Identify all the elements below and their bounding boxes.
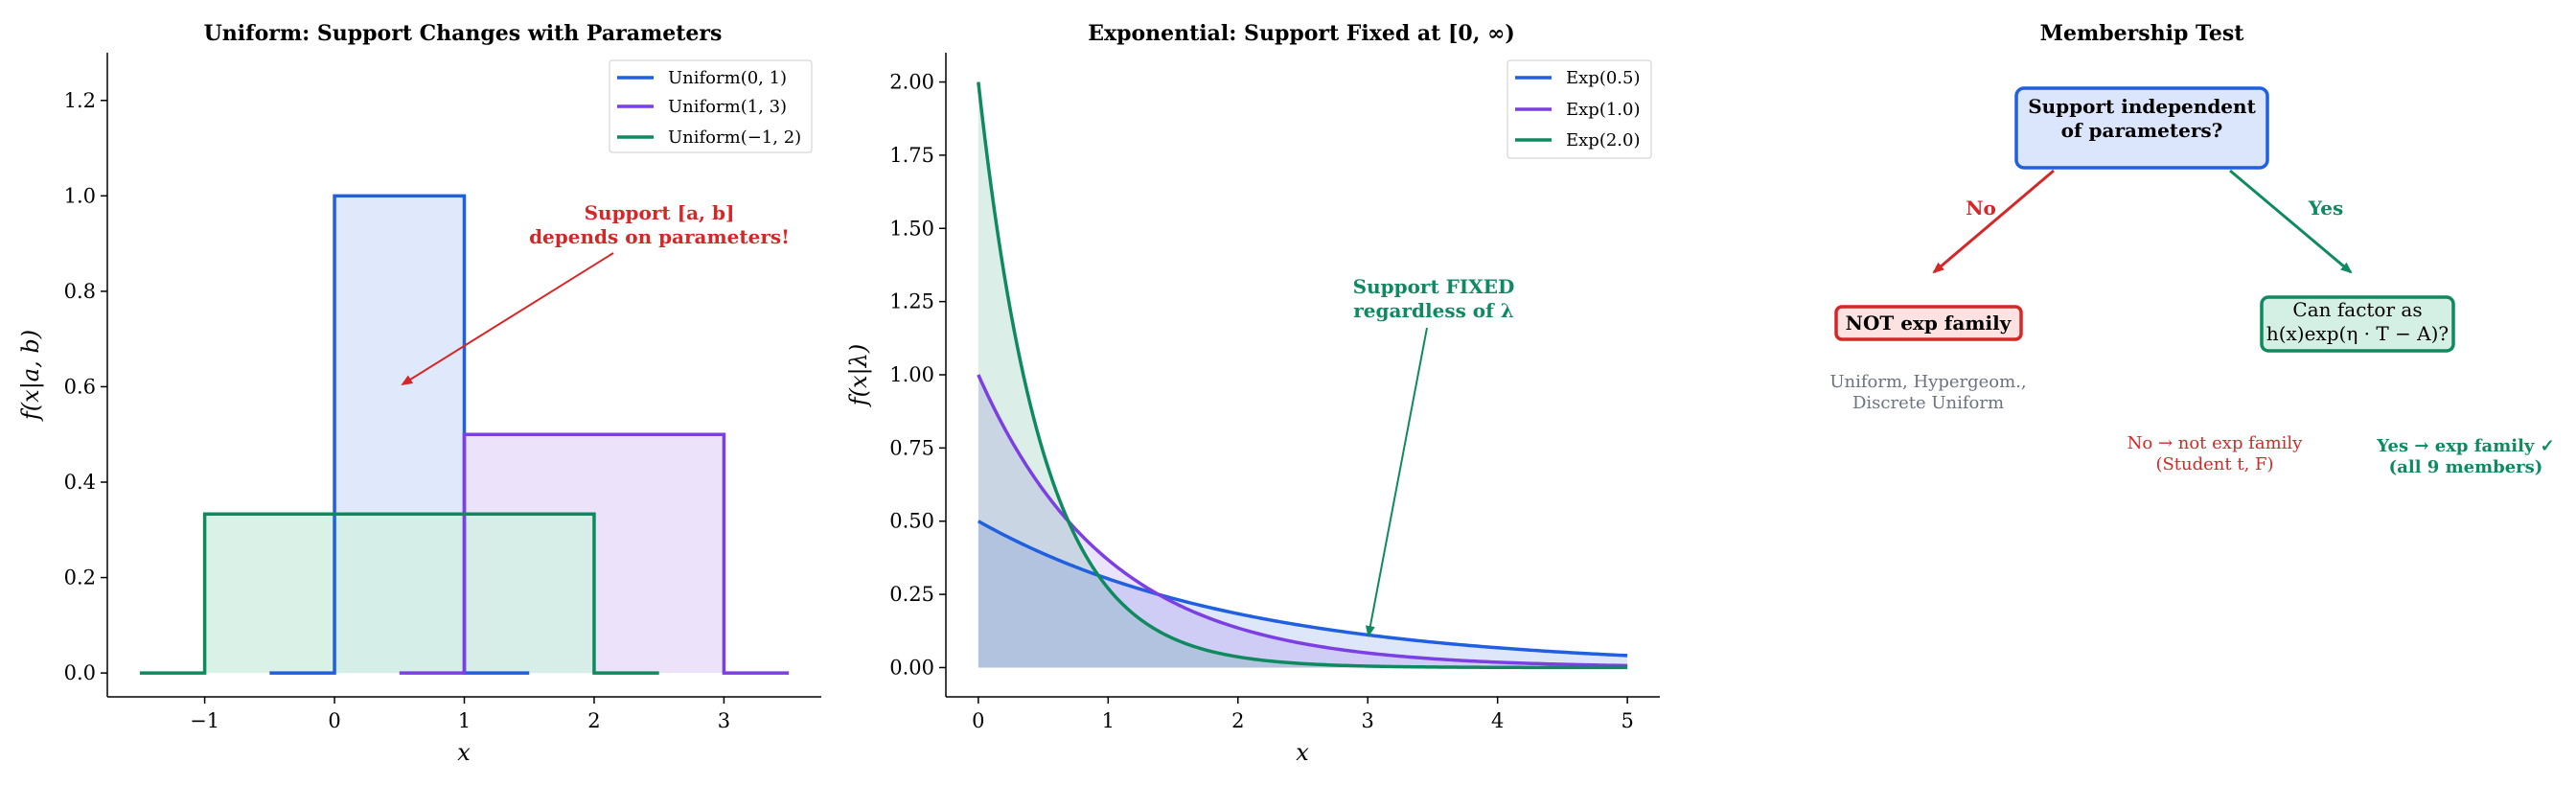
exponential-y-tick-label: 1.25 [889,290,934,313]
uniform-annotation: Support [a, b] depends on parameters! [401,201,790,386]
exponential-x-ticks: 0 1 2 3 4 5 [972,697,1634,732]
no-result-note: No → not exp family (Student t, F) [2128,433,2304,474]
exponential-chart: Exponential: Support Fixed at [0, ∞) 0 1 2… [845,21,1660,766]
exponential-y-tick-label: 1.50 [889,217,934,240]
uniform-x-ticks: −1 0 1 2 3 [190,697,730,732]
uniform-y-tick-label: 1.2 [64,89,96,112]
uniform-annotation-line2: depends on parameters! [529,225,790,248]
uniform-y-tick-label: 0.0 [64,661,96,684]
uniform-x-tick-label: 1 [458,709,471,732]
uniform-annotation-arrow [401,252,614,386]
exponential-annotation: Support FIXED regardless of λ [1353,275,1515,637]
uniform-y-tick-label: 0.4 [64,471,96,494]
factor-question-node: Can factor as h(x)exp(η · T − A)? [2260,295,2455,353]
uniform-y-axis-label: f(x|a, b) [17,330,45,422]
uniform-y-tick-label: 0.6 [64,375,96,398]
exponential-series-line-2 [977,81,1628,670]
not-exp-family-label: NOT exp family [1846,312,2012,335]
exponential-x-tick-label: 0 [972,709,984,732]
exponential-y-tick-label: 0.00 [889,656,934,679]
exponential-annotation-line2: regardless of λ [1353,299,1513,322]
exponential-annotation-arrow [1365,327,1428,637]
uniform-series-line-1 [399,432,790,675]
uniform-y-tick-label: 1.0 [64,184,96,207]
legend-label-uniform-neg1-2: Uniform(−1, 2) [668,127,801,148]
exponential-x-tick-label: 4 [1491,709,1504,732]
uniform-x-tick-label: −1 [190,709,219,732]
exponential-y-tick-label: 1.75 [889,144,934,167]
exponential-y-tick-label: 2.00 [889,71,934,94]
uniform-x-tick-label: 0 [328,709,340,732]
exponential-y-ticks: 0.00 0.25 0.50 0.75 1.00 1.25 1.50 1.75 2.00 [889,71,946,679]
legend-label-exp-2-0: Exp(2.0) [1566,130,1640,150]
uniform-x-tick-label: 2 [587,709,600,732]
uniform-x-axis-label: x [457,739,471,766]
root-node-label: Support independent of parameters? [2028,95,2256,142]
exponential-x-tick-label: 5 [1621,709,1633,732]
uniform-annotation-line1: Support [a, b] [585,201,735,224]
exponential-fill-0 [978,520,1628,668]
legend-label-exp-0-5: Exp(0.5) [1566,68,1640,88]
yes-result-note: Yes → exp family ✓ (all 9 members) [2376,436,2554,477]
exponential-series-line-0 [978,520,1628,658]
exponential-annotation-line1: Support FIXED [1353,275,1515,298]
uniform-x-tick-label: 3 [718,709,730,732]
exponential-fill-1 [978,375,1628,668]
yes-branch-label: Yes [2308,196,2344,220]
legend-label-uniform-0-1: Uniform(0, 1) [668,68,787,88]
root-node: Support independent of parameters? [2014,86,2269,170]
no-branch-label: No [1966,196,1996,220]
no-branch-arrow [1932,169,2055,274]
uniform-y-tick-label: 0.8 [64,280,96,303]
exponential-chart-title: Exponential: Support Fixed at [0, ∞) [1088,21,1515,46]
exponential-fills [978,81,1628,668]
exponential-series-lines [977,81,1628,670]
exponential-series-line-1 [977,374,1628,668]
exponential-x-tick-label: 2 [1231,709,1244,732]
not-exp-examples: Uniform, Hypergeom., Discrete Uniform [1829,372,2026,413]
exponential-y-tick-label: 0.25 [889,583,934,606]
uniform-series-line-2 [139,512,659,675]
exponential-y-tick-label: 0.50 [889,510,934,533]
diagram-title: Membership Test [2040,21,2245,46]
legend-label-uniform-1-3: Uniform(1, 3) [668,97,787,117]
uniform-chart: Uniform: Support Changes with Parameters… [17,21,821,766]
uniform-chart-title: Uniform: Support Changes with Parameters [204,21,723,46]
exponential-legend: Exp(0.5) Exp(1.0) Exp(2.0) [1506,59,1652,159]
uniform-y-ticks: 0.0 0.2 0.4 0.6 0.8 1.0 1.2 [64,89,107,684]
exponential-fill-2 [978,81,1628,668]
legend-label-exp-1-0: Exp(1.0) [1566,100,1640,120]
exponential-y-tick-label: 1.00 [889,363,934,386]
not-exp-family-node: NOT exp family [1834,305,2023,341]
uniform-series-lines [139,194,790,675]
yes-branch-arrow [2229,169,2353,274]
uniform-legend: Uniform(0, 1) Uniform(1, 3) Uniform(−1, … [609,59,813,153]
exponential-x-axis-label: x [1296,739,1309,766]
exponential-y-axis-label: f(x|λ) [845,344,873,407]
uniform-series-line-0 [269,194,530,675]
membership-test-diagram: Membership Test Support independent of pa… [1829,21,2554,477]
uniform-y-tick-label: 0.2 [64,566,96,590]
uniform-fill-2 [204,514,594,674]
exponential-y-tick-label: 0.75 [889,436,934,459]
factor-question-label: Can factor as h(x)exp(η · T − A)? [2266,298,2449,345]
exponential-x-tick-label: 1 [1102,709,1115,732]
exponential-x-tick-label: 3 [1362,709,1374,732]
